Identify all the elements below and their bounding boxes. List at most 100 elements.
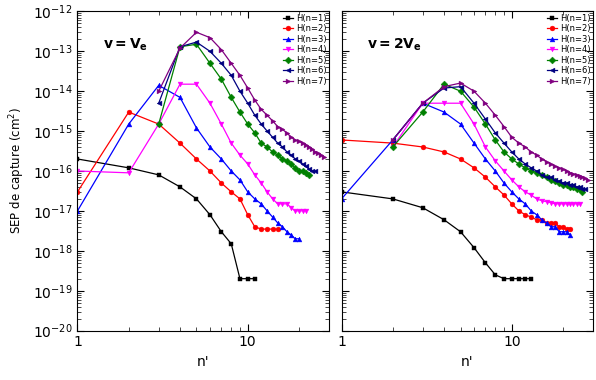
H(n=4) bbox=[563, 202, 570, 206]
H(n=7) bbox=[315, 151, 322, 155]
H(n=7) bbox=[584, 177, 591, 182]
H(n=5) bbox=[440, 82, 448, 87]
H(n=7) bbox=[228, 61, 235, 66]
H(n=3) bbox=[552, 225, 559, 229]
H(n=3) bbox=[508, 190, 516, 194]
H(n=5) bbox=[176, 44, 184, 49]
H(n=1) bbox=[440, 217, 448, 222]
Line: H(n=2): H(n=2) bbox=[339, 138, 573, 231]
H(n=5) bbox=[457, 89, 464, 93]
H(n=2) bbox=[552, 221, 559, 225]
H(n=4) bbox=[555, 202, 563, 206]
H(n=7) bbox=[419, 101, 426, 106]
H(n=4) bbox=[269, 196, 276, 201]
H(n=7) bbox=[567, 171, 574, 175]
H(n=5) bbox=[567, 185, 574, 189]
H(n=6) bbox=[257, 122, 265, 127]
H(n=7) bbox=[470, 89, 477, 93]
H(n=3) bbox=[283, 230, 290, 234]
H(n=3) bbox=[263, 209, 271, 213]
H(n=6) bbox=[548, 175, 555, 179]
Line: H(n=5): H(n=5) bbox=[156, 42, 312, 177]
H(n=6) bbox=[501, 141, 508, 146]
H(n=5) bbox=[306, 173, 313, 177]
H(n=6) bbox=[291, 157, 299, 161]
H(n=1) bbox=[228, 242, 235, 246]
H(n=1) bbox=[244, 276, 252, 281]
Line: H(n=7): H(n=7) bbox=[390, 81, 591, 182]
H(n=6) bbox=[508, 150, 516, 154]
H(n=4) bbox=[538, 198, 545, 203]
H(n=1) bbox=[176, 185, 184, 189]
Line: H(n=6): H(n=6) bbox=[390, 84, 588, 192]
H(n=4) bbox=[193, 82, 200, 87]
H(n=7) bbox=[573, 173, 580, 177]
H(n=1) bbox=[457, 230, 464, 234]
Legend: H(n=1), H(n=2), H(n=3), H(n=4), H(n=5), H(n=6), H(n=7): H(n=1), H(n=2), H(n=3), H(n=4), H(n=5), … bbox=[547, 13, 591, 87]
H(n=4) bbox=[206, 101, 213, 106]
H(n=7) bbox=[482, 101, 489, 106]
Line: H(n=5): H(n=5) bbox=[390, 82, 585, 194]
H(n=2) bbox=[543, 221, 550, 225]
X-axis label: n': n' bbox=[461, 355, 474, 369]
H(n=6) bbox=[218, 61, 225, 66]
H(n=3) bbox=[538, 217, 545, 222]
H(n=1) bbox=[492, 272, 499, 277]
H(n=3) bbox=[527, 209, 535, 213]
Line: H(n=2): H(n=2) bbox=[75, 110, 280, 231]
H(n=5) bbox=[206, 61, 213, 66]
H(n=5) bbox=[501, 150, 508, 154]
H(n=3) bbox=[533, 212, 540, 217]
H(n=4) bbox=[470, 122, 477, 127]
H(n=5) bbox=[251, 131, 258, 135]
H(n=6) bbox=[288, 153, 295, 157]
H(n=2) bbox=[567, 227, 574, 231]
H(n=1) bbox=[501, 276, 508, 281]
H(n=3) bbox=[296, 236, 303, 241]
H(n=7) bbox=[492, 113, 499, 117]
H(n=5) bbox=[263, 145, 271, 149]
H(n=5) bbox=[522, 166, 529, 170]
H(n=3) bbox=[193, 126, 200, 130]
H(n=1) bbox=[508, 276, 516, 281]
H(n=5) bbox=[269, 150, 276, 154]
H(n=5) bbox=[470, 105, 477, 109]
H(n=4) bbox=[482, 145, 489, 149]
Line: H(n=7): H(n=7) bbox=[156, 30, 326, 159]
H(n=2) bbox=[560, 225, 567, 229]
H(n=2) bbox=[508, 202, 516, 206]
H(n=2) bbox=[257, 227, 265, 231]
H(n=5) bbox=[257, 141, 265, 146]
H(n=5) bbox=[516, 162, 523, 166]
H(n=3) bbox=[440, 110, 448, 114]
H(n=2) bbox=[548, 221, 555, 225]
H(n=6) bbox=[555, 179, 563, 184]
H(n=2) bbox=[527, 215, 535, 219]
H(n=7) bbox=[155, 89, 162, 93]
H(n=4) bbox=[576, 202, 583, 206]
H(n=6) bbox=[302, 164, 309, 169]
H(n=5) bbox=[419, 110, 426, 114]
H(n=5) bbox=[573, 187, 580, 192]
H(n=4) bbox=[296, 209, 303, 213]
Line: H(n=3): H(n=3) bbox=[339, 101, 573, 238]
H(n=2) bbox=[533, 217, 540, 222]
H(n=6) bbox=[251, 113, 258, 117]
X-axis label: n': n' bbox=[197, 355, 210, 369]
H(n=5) bbox=[299, 169, 306, 173]
H(n=3) bbox=[457, 122, 464, 127]
H(n=1) bbox=[338, 190, 345, 194]
H(n=7) bbox=[560, 167, 567, 172]
H(n=4) bbox=[533, 196, 540, 201]
H(n=6) bbox=[263, 129, 271, 133]
H(n=6) bbox=[389, 138, 396, 142]
H(n=6) bbox=[193, 40, 200, 44]
H(n=6) bbox=[552, 177, 559, 182]
H(n=5) bbox=[508, 157, 516, 161]
H(n=4) bbox=[251, 173, 258, 177]
H(n=3) bbox=[389, 138, 396, 142]
H(n=5) bbox=[492, 138, 499, 142]
H(n=4) bbox=[527, 193, 535, 197]
H(n=4) bbox=[244, 162, 252, 166]
H(n=3) bbox=[244, 190, 252, 194]
